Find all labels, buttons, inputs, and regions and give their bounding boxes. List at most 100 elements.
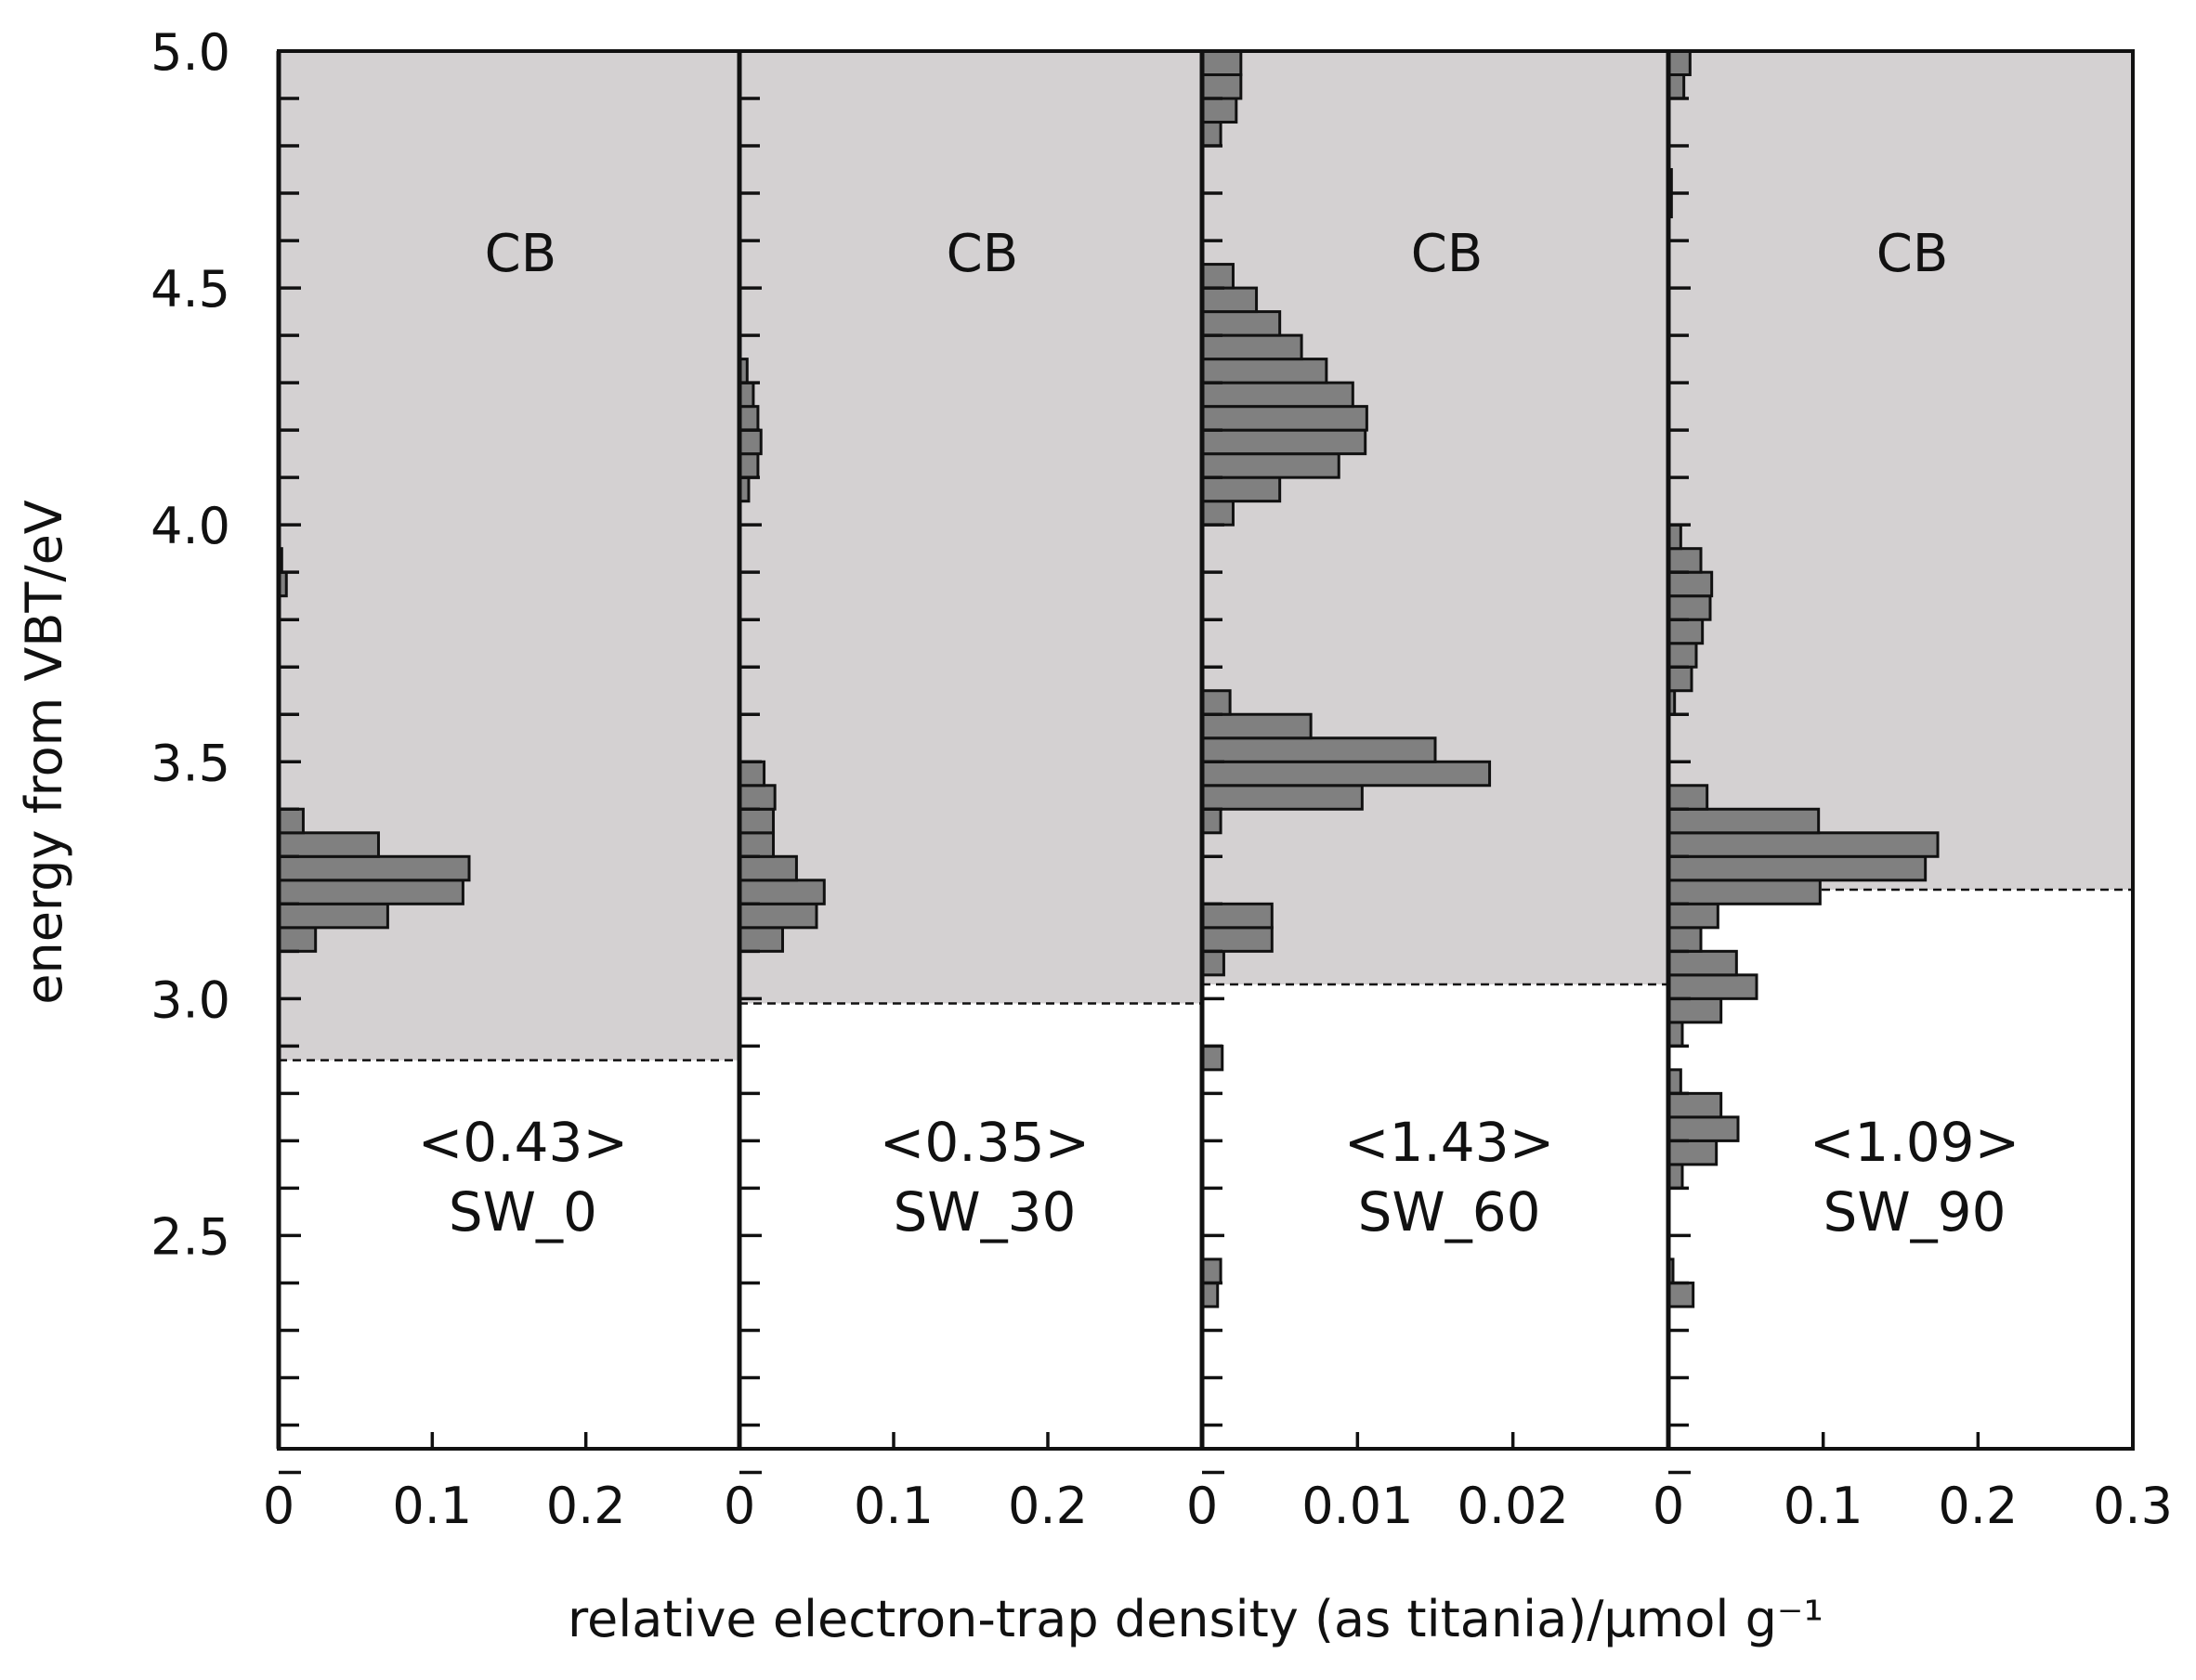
x-tick-label: 0.3 bbox=[2093, 1477, 2173, 1535]
histogram-bar bbox=[1200, 263, 1235, 290]
cb-region bbox=[1668, 51, 2133, 890]
y-axis: 5.0 4.5 4.0 3.5 3.0 2.5 bbox=[150, 23, 230, 1266]
cb-region bbox=[739, 51, 1202, 1004]
histogram-bar bbox=[1667, 1139, 1719, 1166]
histogram-bar bbox=[738, 879, 826, 905]
histogram-bar bbox=[1667, 594, 1712, 621]
histogram-bar bbox=[1667, 807, 1821, 835]
x-tick-label: 0.1 bbox=[392, 1477, 472, 1535]
x-tick-label: 0.2 bbox=[1008, 1477, 1088, 1535]
panel-sw-30: 0 0.1 0.2 CB <0.35>SW_30 bbox=[724, 49, 1202, 1535]
histogram-bar bbox=[1200, 475, 1282, 503]
histogram-bar bbox=[1667, 642, 1698, 669]
histogram-bar bbox=[738, 784, 777, 811]
histogram-bar bbox=[1200, 73, 1243, 100]
histogram-bar bbox=[1200, 333, 1303, 361]
y-tick-label: 3.5 bbox=[150, 734, 230, 792]
x-axis-label: relative electron-trap density (as titan… bbox=[568, 1590, 1823, 1648]
histogram-bar bbox=[1667, 547, 1703, 574]
histogram-bar bbox=[1667, 1115, 1740, 1142]
sample-name-label: SW_90 bbox=[1823, 1180, 2006, 1244]
x-tick-label: 0 bbox=[1186, 1477, 1218, 1535]
cb-label: CB bbox=[947, 224, 1019, 284]
sample-name-label: SW_0 bbox=[449, 1180, 597, 1244]
sample-name-label: SW_60 bbox=[1358, 1180, 1541, 1244]
y-tick-label: 3.0 bbox=[150, 970, 230, 1029]
histogram-bar bbox=[1200, 381, 1354, 409]
histogram-bar bbox=[277, 807, 305, 835]
histogram-bar bbox=[1200, 926, 1274, 953]
y-axis-label: energy from VBT/eV bbox=[15, 500, 73, 1005]
histogram-bar bbox=[1200, 712, 1313, 740]
histogram-bar bbox=[1200, 807, 1222, 835]
histogram-bar bbox=[1200, 358, 1328, 384]
histogram-bar bbox=[1200, 1044, 1224, 1072]
histogram-bar bbox=[1667, 618, 1705, 645]
histogram-bar bbox=[1667, 1091, 1723, 1119]
histogram-bar bbox=[1667, 831, 1940, 858]
histogram-bar bbox=[277, 879, 464, 905]
histogram-bar bbox=[738, 926, 784, 953]
y-tick-label: 4.5 bbox=[150, 260, 230, 319]
histogram-bar bbox=[738, 452, 760, 479]
histogram-bar bbox=[1667, 570, 1714, 598]
histogram-bar bbox=[1200, 310, 1282, 337]
histogram-bar bbox=[738, 405, 760, 432]
x-tick-label: 0.2 bbox=[1938, 1477, 2018, 1535]
histogram-bar bbox=[738, 760, 766, 788]
plot-frame bbox=[277, 49, 2135, 1451]
cb-label: CB bbox=[1876, 224, 1949, 284]
histogram-bar bbox=[1667, 854, 1928, 882]
histogram-bar bbox=[1667, 973, 1758, 1000]
histogram-bar bbox=[1200, 97, 1238, 124]
histogram-bar bbox=[1667, 1281, 1695, 1309]
panel-sw-60: 0 0.01 0.02 CB <1.43>SW_60 bbox=[1186, 49, 1668, 1535]
cb-region bbox=[1202, 51, 1668, 985]
y-tick-label: 5.0 bbox=[150, 23, 230, 82]
histogram-bar bbox=[1200, 405, 1368, 432]
panel-sw-0: 0 0.1 0.2 CB <0.43>SW_0 bbox=[263, 49, 739, 1535]
histogram-bar bbox=[1200, 121, 1222, 148]
x-tick-label: 0.1 bbox=[854, 1477, 934, 1535]
trap-total-label: <0.43> bbox=[418, 1111, 628, 1174]
trap-total-label: <1.43> bbox=[1344, 1111, 1554, 1174]
cb-label: CB bbox=[1411, 224, 1484, 284]
x-tick-label: 0 bbox=[724, 1477, 755, 1535]
trap-total-label: <0.35> bbox=[880, 1111, 1090, 1174]
histogram-bar bbox=[1200, 736, 1437, 763]
histogram-bar bbox=[1200, 689, 1232, 716]
histogram-bar bbox=[1667, 49, 1692, 77]
histogram-bar bbox=[1200, 1281, 1220, 1309]
histogram-bar bbox=[277, 854, 471, 882]
histogram-bar bbox=[1200, 902, 1274, 930]
histogram-bar bbox=[1200, 452, 1340, 479]
histogram-bar bbox=[1667, 949, 1738, 977]
histogram-bar bbox=[1200, 760, 1492, 788]
panel-sw-90: 0 0.1 0.2 0.3 CB <1.09>SW_90 bbox=[1653, 49, 2173, 1535]
histogram-bar bbox=[1200, 428, 1367, 456]
histogram-bar bbox=[1667, 926, 1703, 953]
histogram-bar bbox=[1667, 902, 1719, 930]
x-tick-label: 0 bbox=[1653, 1477, 1684, 1535]
histogram-bar bbox=[1200, 949, 1225, 977]
histogram-bar bbox=[1667, 996, 1723, 1024]
histogram-bar bbox=[1667, 665, 1693, 693]
histogram-bar bbox=[1200, 286, 1259, 314]
histogram-bar bbox=[738, 854, 798, 882]
histogram-bar bbox=[1667, 784, 1709, 811]
x-tick-label: 0 bbox=[263, 1477, 294, 1535]
histogram-bar bbox=[277, 926, 318, 953]
panels-layer: 0 0.1 0.2CB<0.43>SW_00 0.1 0.2CB<0.35>SW_300… bbox=[263, 49, 2173, 1535]
x-tick-label: 0.1 bbox=[1784, 1477, 1863, 1535]
histogram-bar bbox=[738, 902, 818, 930]
histogram-bar bbox=[277, 831, 380, 858]
x-tick-label: 0.02 bbox=[1457, 1477, 1569, 1535]
histogram-bar bbox=[1200, 49, 1243, 77]
histogram-bar bbox=[1200, 784, 1364, 811]
sample-name-label: SW_30 bbox=[893, 1180, 1076, 1244]
x-tick-label: 0.2 bbox=[546, 1477, 626, 1535]
histogram-bar bbox=[738, 428, 763, 456]
histogram-bar bbox=[738, 807, 776, 835]
histogram-bar bbox=[738, 831, 776, 858]
